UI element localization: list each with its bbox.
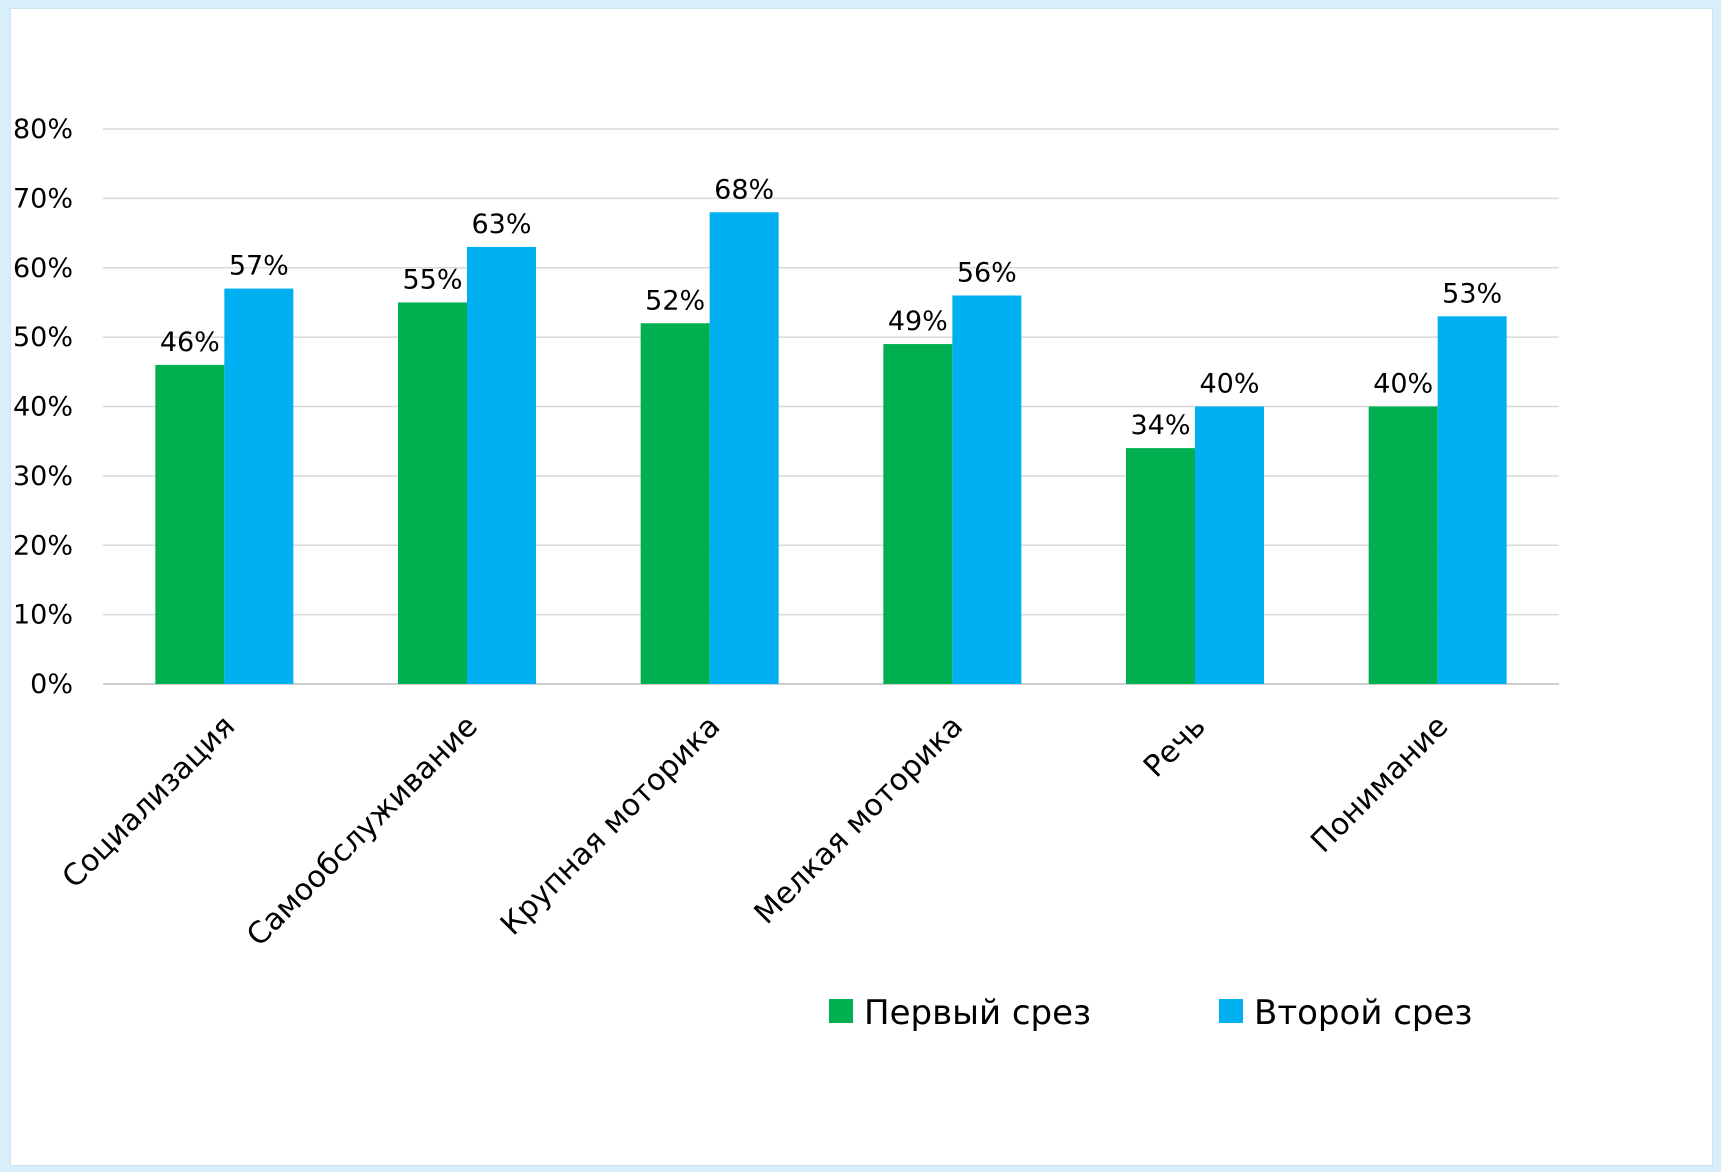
y-tick-label: 80%	[13, 114, 73, 145]
data-labels: 46% 57% 55% 63% 52% 68% 49% 56% 34% 40% 40% 53%	[160, 174, 1502, 441]
gridlines	[103, 128, 1559, 685]
bar-series-1	[1126, 448, 1195, 684]
data-label: 63%	[471, 209, 531, 240]
data-label: 46%	[160, 327, 220, 358]
category-label: Социализация	[56, 709, 242, 895]
data-label: 53%	[1442, 278, 1502, 309]
y-tick-label: 10%	[13, 600, 73, 631]
y-tick-label: 70%	[13, 183, 73, 214]
legend-label: Второй срез	[1254, 993, 1473, 1033]
category-label: Мелкая моторика	[748, 709, 970, 931]
bar-series-2	[709, 212, 779, 684]
bar-series-1	[883, 344, 953, 684]
bar-series-1	[640, 323, 710, 684]
data-label: 55%	[402, 264, 462, 295]
legend-swatch	[829, 999, 853, 1023]
bar-series-1	[155, 364, 225, 684]
data-label: 68%	[714, 174, 774, 205]
y-tick-label: 50%	[13, 322, 73, 353]
category-label: Самообслуживание	[240, 709, 484, 953]
category-label: Крупная моторика	[494, 709, 727, 942]
data-label: 57%	[229, 251, 289, 282]
chart-frame: 0% 10% 20% 30% 40% 50% 60% 70% 80% 46% 57% 55% 63% 5…	[10, 8, 1713, 1166]
bar-chart: 0% 10% 20% 30% 40% 50% 60% 70% 80% 46% 57% 55% 63% 5…	[13, 114, 1559, 1033]
legend: Первый срез Второй срез	[829, 993, 1473, 1033]
y-tick-label: 40%	[13, 392, 73, 423]
legend-label: Первый срез	[864, 993, 1091, 1033]
bar-series-1	[398, 302, 467, 684]
category-label: Речь	[1137, 709, 1213, 785]
data-label: 56%	[957, 258, 1017, 289]
bar-series-2	[467, 246, 536, 684]
category-label: Понимание	[1304, 709, 1455, 860]
bar-series-1	[1368, 406, 1438, 684]
bar-series-2	[1437, 316, 1507, 684]
y-tick-label: 0%	[30, 669, 73, 700]
data-label: 49%	[888, 306, 948, 337]
data-label: 52%	[645, 285, 705, 316]
y-tick-label: 60%	[13, 253, 73, 284]
data-label: 40%	[1373, 369, 1433, 400]
y-tick-label: 30%	[13, 461, 73, 492]
legend-swatch	[1219, 999, 1243, 1023]
y-tick-label: 20%	[13, 530, 73, 561]
bar-series-2	[224, 288, 294, 684]
bar-series-2	[1195, 406, 1264, 684]
data-label: 34%	[1130, 410, 1190, 441]
data-label: 40%	[1199, 369, 1259, 400]
bar-series-2	[952, 295, 1022, 684]
y-axis-ticks: 0% 10% 20% 30% 40% 50% 60% 70% 80%	[13, 114, 73, 700]
bars	[155, 212, 1507, 684]
